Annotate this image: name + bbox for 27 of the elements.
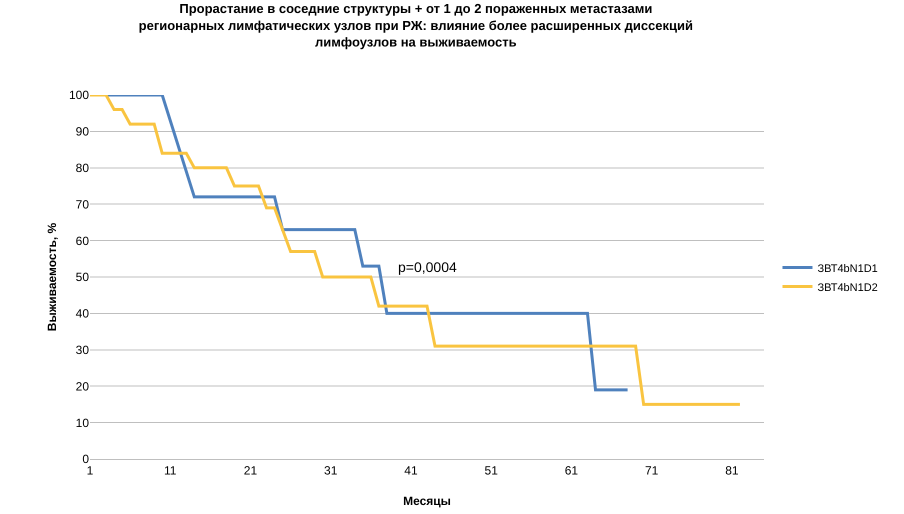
y-tick-label: 90 [76,124,90,139]
y-tick-label: 0 [82,452,90,466]
y-tick-label: 50 [76,270,90,284]
legend-label: ЗВТ4bN1D1 [817,262,878,275]
y-tick-label: 80 [76,161,90,175]
y-axis-title: Выживаемость, % [45,222,59,332]
chart-title: Прорастание в соседние структуры + от 1 до 2 пораженных метастазами регионарных лимфатических узлов при РЖ: влияние более расширенных диссекций лимфоузлов на выживаемость [138,0,694,50]
x-tick-label: 81 [725,463,739,478]
x-axis-title: Месяцы [403,494,451,508]
y-tick-label: 60 [76,234,90,248]
x-tick-label: 41 [404,463,418,478]
legend-label: ЗВТ4bN1D2 [817,282,878,294]
x-tick-label: 11 [164,463,177,478]
y-tick-label: 100 [68,88,90,102]
x-tick-label: 31 [324,463,338,478]
y-tick-label: 10 [76,416,90,430]
x-tick-label: 71 [644,463,659,478]
y-tick-label: 20 [76,379,90,394]
x-tick-label: 21 [244,463,258,478]
y-tick-label: 40 [76,306,90,321]
y-tick-label: 30 [76,343,90,357]
x-tick-label: 61 [564,463,578,478]
x-tick-label: 51 [484,463,498,478]
line-series [90,95,742,406]
annotation: p=0,0004 [398,259,457,275]
y-tick-label: 70 [76,197,90,212]
x-tick-label: 1 [86,463,94,478]
